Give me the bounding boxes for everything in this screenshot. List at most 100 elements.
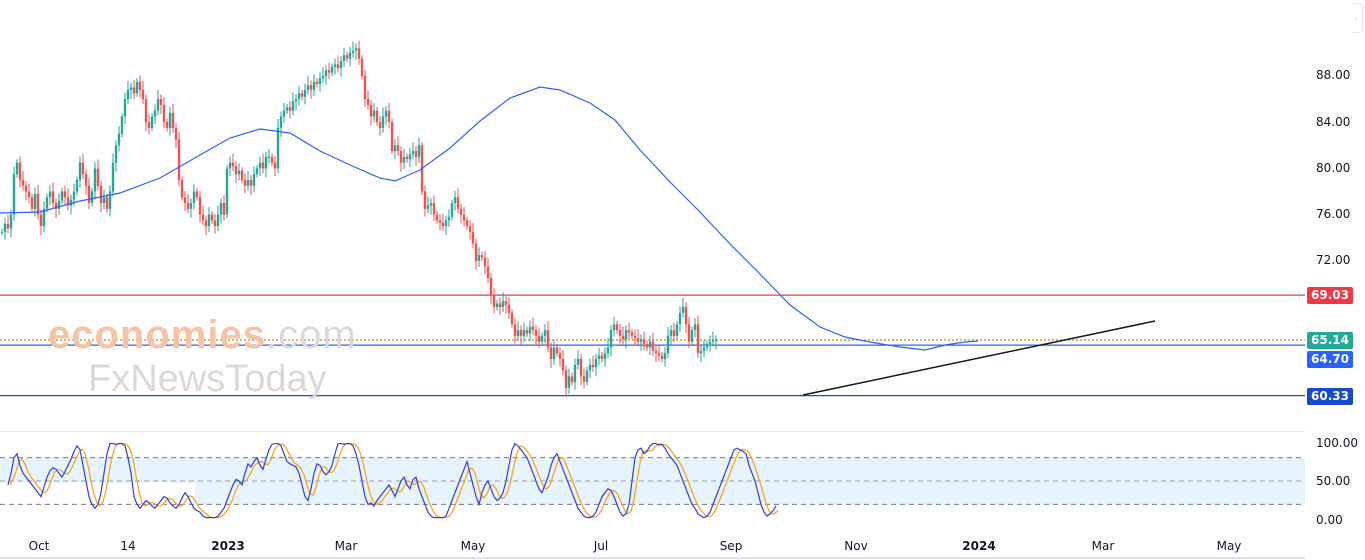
candle-up [42,208,46,227]
candle-up [675,324,679,336]
candle-down [696,324,700,354]
candle-up [402,156,406,163]
candle-up [93,168,97,192]
candle-down [99,185,103,204]
candle-up [351,50,355,53]
stoch-k-line [7,442,777,519]
candle-down [195,191,199,198]
candle-down [459,208,463,215]
candle-down [474,243,478,261]
resistance-price-label: 69.03 [1307,287,1353,304]
candle-up [279,116,283,128]
candle-up [678,312,682,325]
candle-down [525,330,529,334]
moving-average-line [0,86,979,351]
candle-down [579,358,583,377]
candle-up [168,112,172,128]
candle-up [705,343,709,348]
candle-up [702,347,706,351]
candle-up [126,89,130,100]
price-tick-76: 76.00 [1316,207,1351,221]
candle-down [534,330,538,336]
candle-down [435,214,439,221]
time-tick-sep: Sep [719,539,743,553]
candle-down [366,99,370,105]
dot-icon: · [1355,15,1358,24]
candle-up [567,376,571,388]
candle-down [177,139,181,180]
candle-up [699,350,703,354]
candle-up [444,220,448,227]
candle-down [414,151,418,157]
candle-up [192,191,196,204]
candle-down [213,220,217,227]
trendline [802,320,1156,396]
candle-down [660,355,664,359]
candle-down [630,332,634,336]
candle-down [51,191,55,204]
candle-down [204,220,208,227]
candle-up [609,330,613,348]
candle-up [78,162,82,180]
candle-up [522,330,526,336]
time-tick-mar: Mar [334,539,358,553]
candle-up [0,231,4,233]
candle-down [357,48,361,59]
candle-down [336,64,340,68]
candle-down [84,174,88,186]
candle-up [693,324,697,331]
candle-down [363,76,367,100]
candle-up [669,330,673,336]
scale-settings-button[interactable] [1352,3,1363,33]
candle-down [96,168,100,186]
candle-up [348,52,352,59]
candle-down [600,355,604,359]
price-tick-84: 84.00 [1316,115,1351,129]
candle-up [72,191,76,200]
candle-down [672,330,676,336]
candle-down [105,197,109,209]
candle-up [57,200,61,209]
candle-up [75,179,79,192]
candle-up [129,87,133,90]
candle-down [687,324,691,342]
watermark-economies: economies.com [48,313,357,357]
candle-up [123,99,127,117]
candle-up [528,326,532,334]
candle-down [591,364,595,368]
candle-down [147,122,151,128]
candle-up [12,174,16,215]
time-tick-may: May [1216,539,1242,553]
candle-down [6,223,10,229]
candle-down [63,191,67,198]
candle-up [237,170,241,175]
candle-down [405,156,409,160]
candle-up [189,203,193,209]
candle-up [45,197,49,209]
candle-down [651,341,655,351]
candle-down [546,330,550,348]
pane-separator[interactable] [0,431,1305,432]
candle-up [552,347,556,359]
candle-up [540,335,544,342]
candle-down [186,203,190,209]
candle-up [606,347,610,354]
candle-down [438,220,442,223]
candle-down [81,162,85,175]
candle-down [480,255,484,258]
candle-down [561,358,565,371]
candle-up [282,110,286,117]
candle-down [273,162,277,169]
candle-down [486,266,490,279]
candle-down [627,330,631,333]
stoch-tick-0: 0.00 [1316,513,1343,527]
candle-up [450,203,454,217]
candle-down [159,99,163,105]
candle-down [66,197,70,206]
watermark-fxnewstoday: FxNewsToday [88,358,327,400]
candle-up [417,145,421,157]
candle-up [321,76,325,79]
candle-up [258,162,262,169]
candle-down [141,89,145,100]
